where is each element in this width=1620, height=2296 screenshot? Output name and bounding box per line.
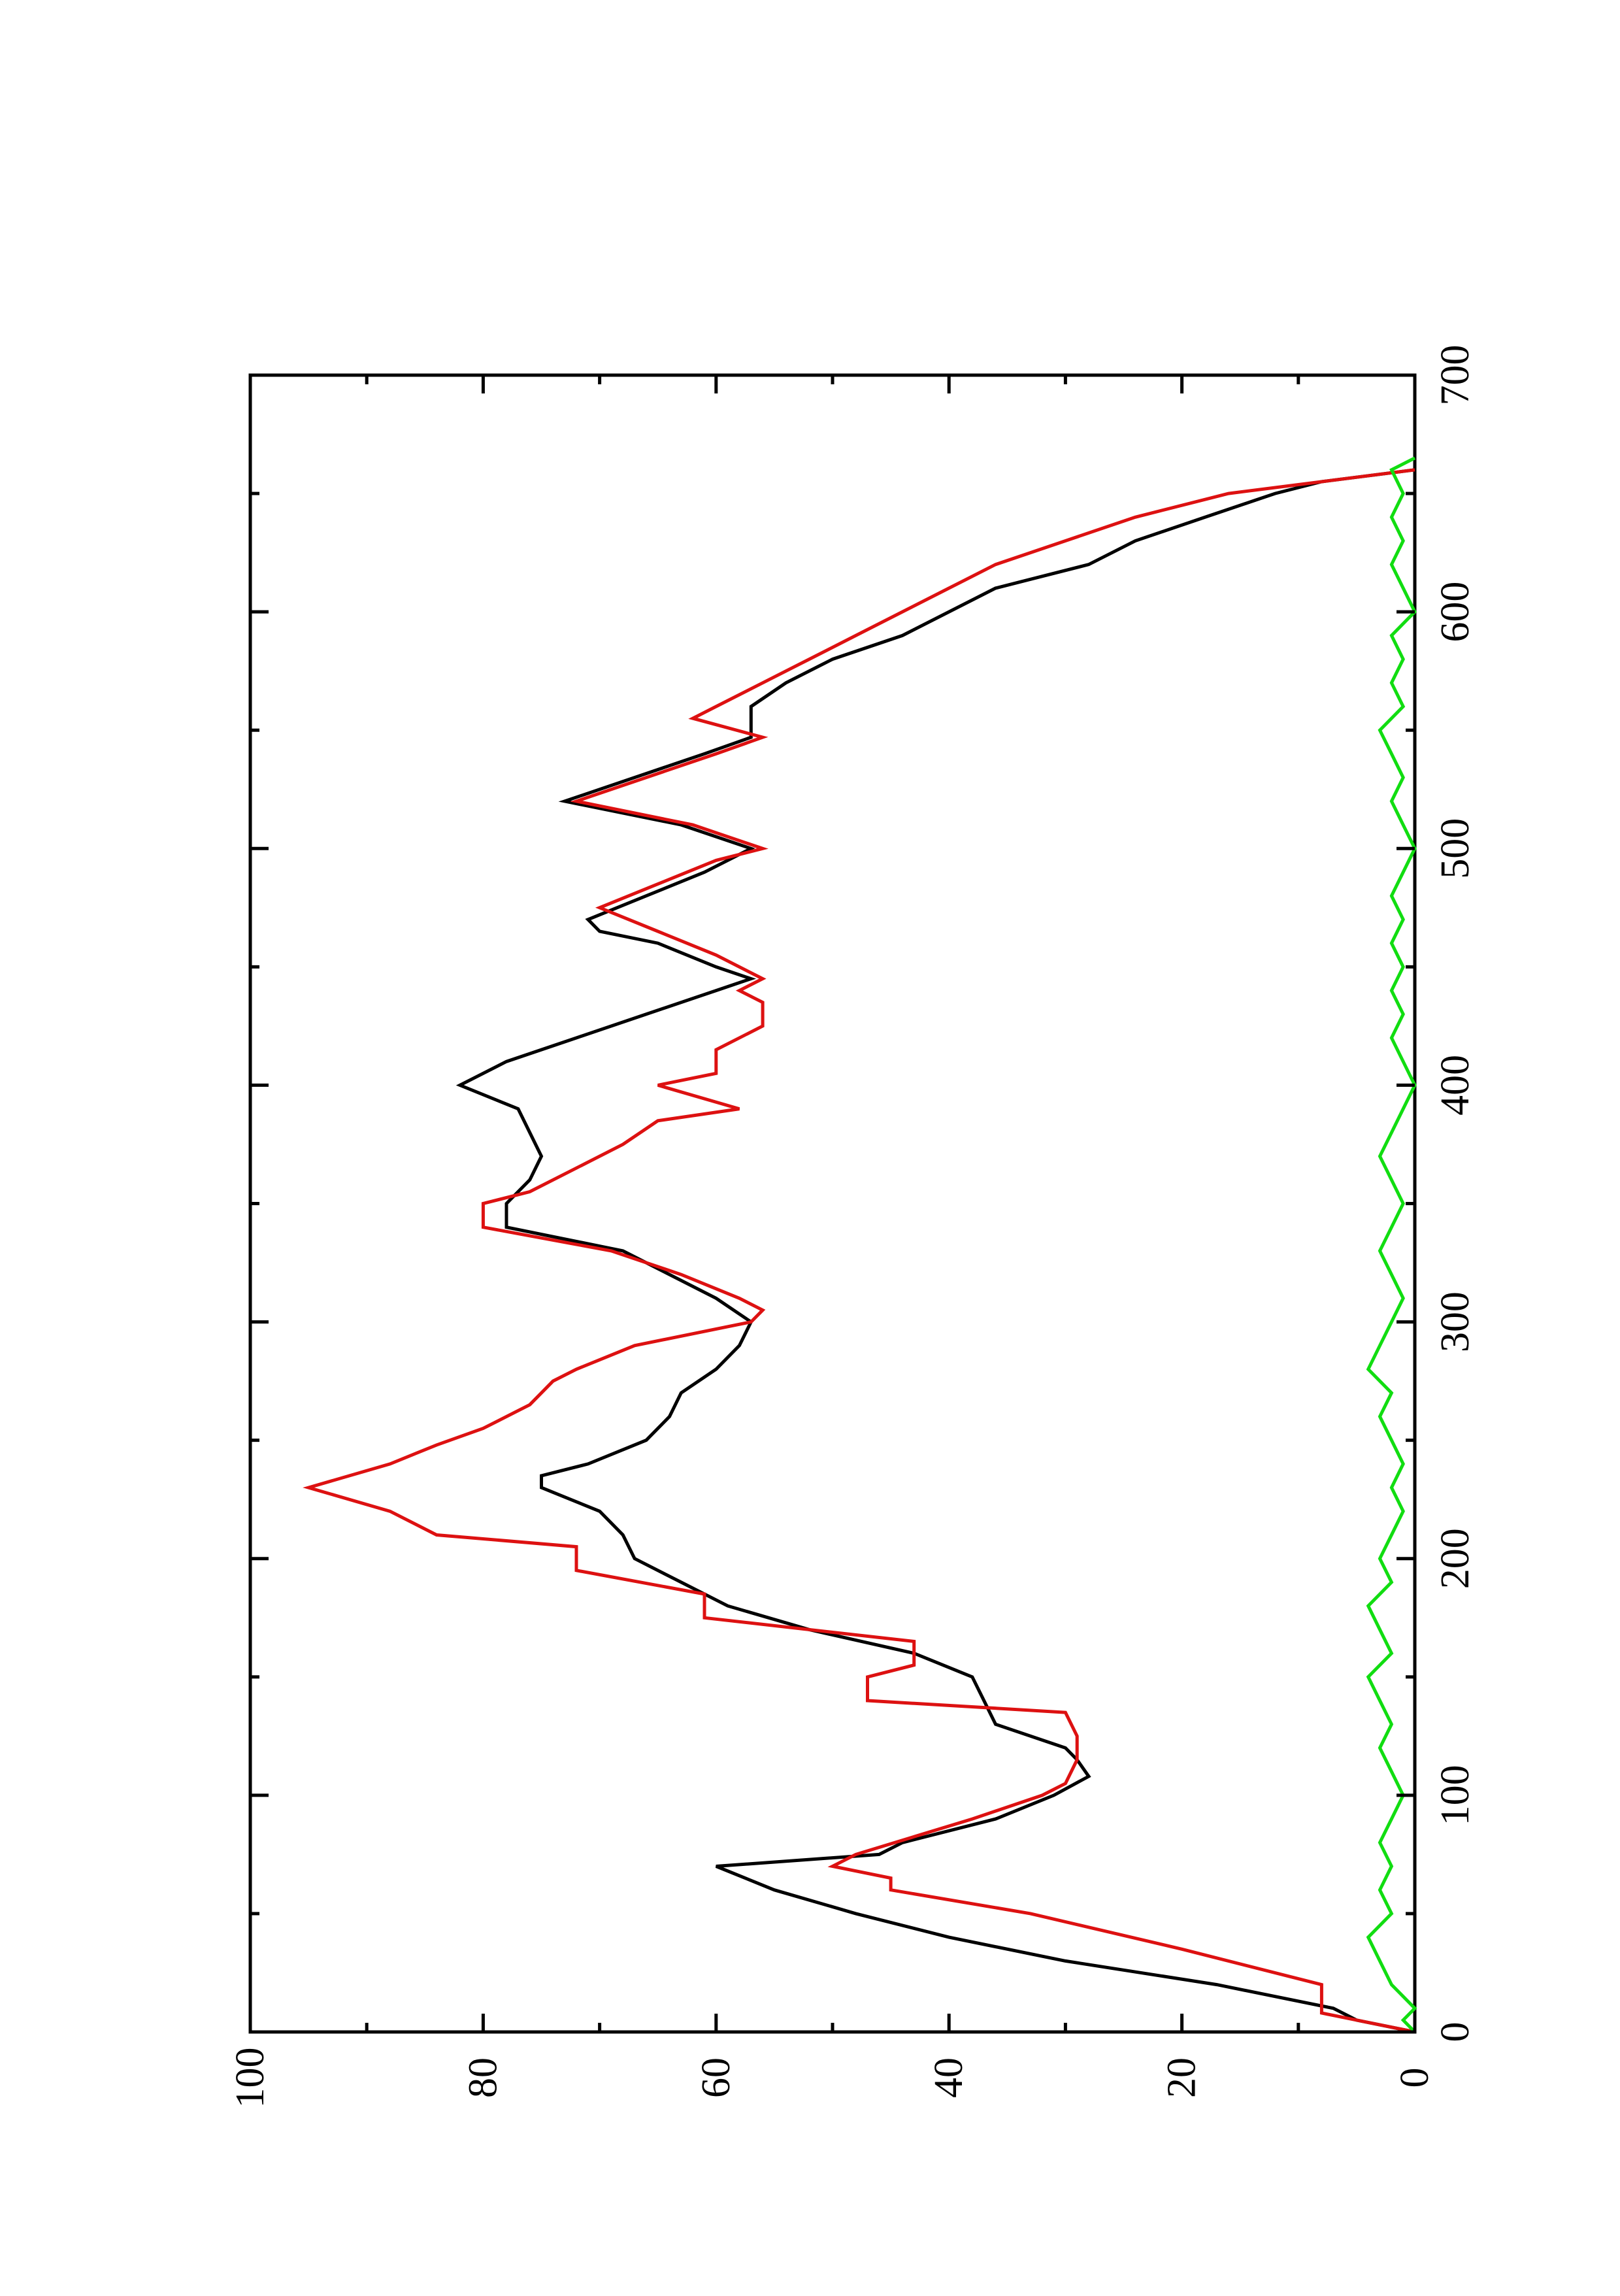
series-layer: [303, 456, 1417, 2034]
series-line-1: [455, 468, 1415, 2034]
series-line-2: [303, 468, 1415, 2034]
x-tick-label: 400: [1433, 1055, 1478, 1116]
x-tick-label: 700: [1433, 345, 1478, 406]
x-tick-label: 200: [1433, 1528, 1478, 1589]
x-tick-label: 500: [1433, 818, 1478, 879]
y-tick-label: 100: [228, 2048, 273, 2108]
plot-frame: [248, 373, 1417, 2034]
x-tick-label: 600: [1433, 582, 1478, 642]
y-tick-label: 80: [461, 2057, 505, 2098]
x-tick-label: 100: [1433, 1765, 1478, 1825]
x-tick-label: 300: [1433, 1291, 1478, 1352]
y-tick-label: 60: [694, 2057, 738, 2098]
series-line-3: [1366, 456, 1417, 2033]
y-tick-label: 40: [927, 2057, 971, 2098]
tick-layer: 0 100 200 300 400 500 600 700 0 20 40 60 80 100: [228, 345, 1478, 2108]
x-tick-label: 0: [1433, 2022, 1478, 2042]
y-tick-label: 20: [1160, 2057, 1204, 2098]
y-tick-label: 0: [1393, 2068, 1437, 2088]
